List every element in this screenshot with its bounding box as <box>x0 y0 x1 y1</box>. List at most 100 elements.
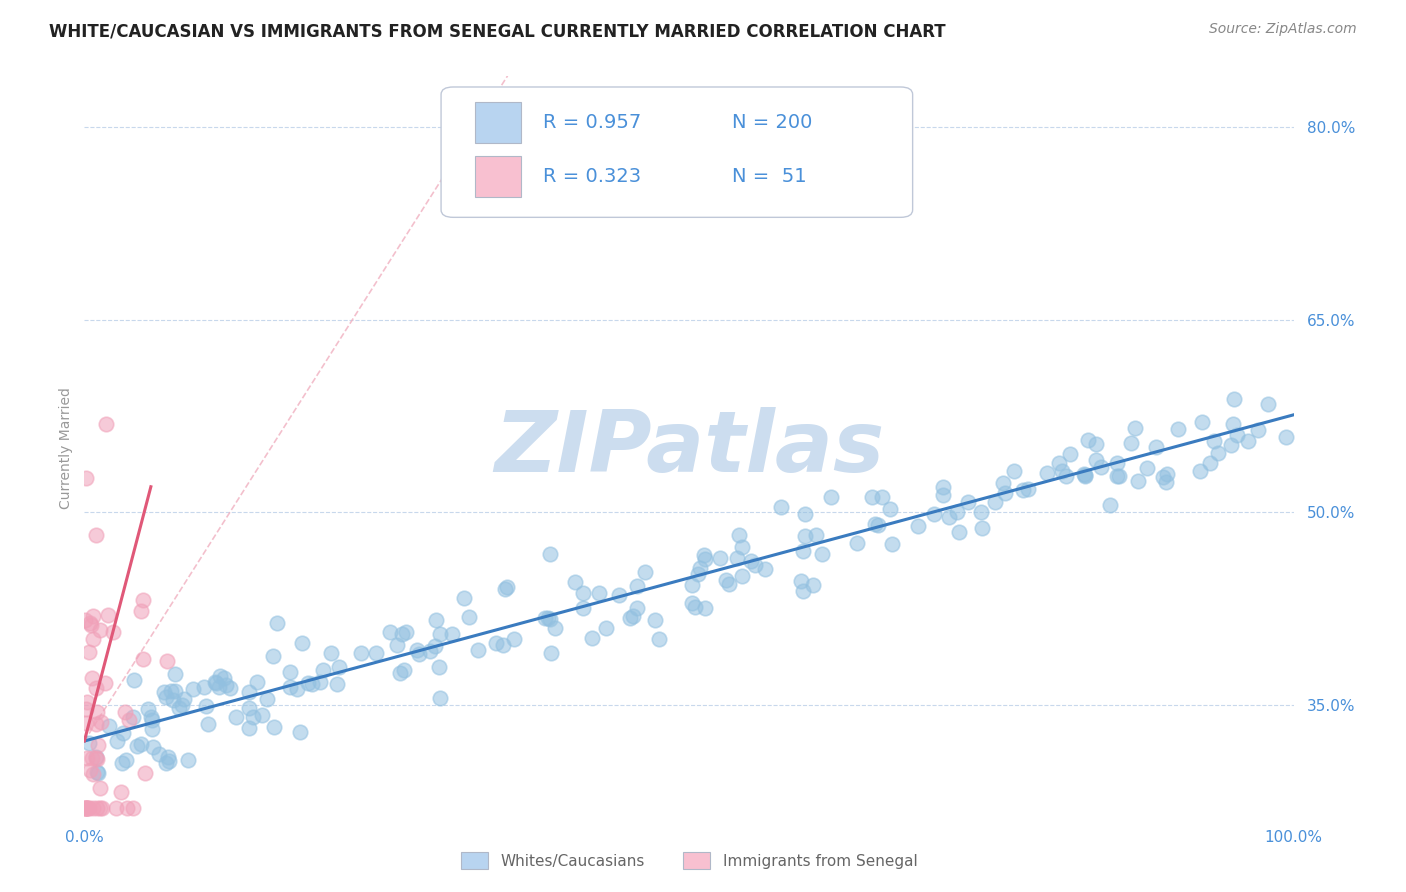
Point <box>266 615 288 630</box>
Point <box>256 692 278 706</box>
Point <box>73 801 96 815</box>
Point <box>1105 469 1128 483</box>
Point <box>82 801 104 815</box>
Point <box>160 684 183 698</box>
Point <box>491 638 513 652</box>
Point <box>84 681 107 696</box>
Point <box>114 705 136 719</box>
Point <box>153 684 176 698</box>
Text: ZIPatlas: ZIPatlas <box>494 407 884 490</box>
Point <box>1226 428 1249 442</box>
Text: N = 200: N = 200 <box>733 113 813 132</box>
Point <box>94 417 117 431</box>
Point <box>75 801 97 815</box>
Point <box>250 707 273 722</box>
Point <box>170 698 193 713</box>
Point <box>1126 474 1149 488</box>
Point <box>208 680 231 694</box>
FancyBboxPatch shape <box>475 103 520 144</box>
Point <box>1059 447 1081 461</box>
Point <box>1219 438 1241 452</box>
Point <box>429 627 451 641</box>
Point <box>79 763 101 777</box>
Point <box>845 535 868 549</box>
Point <box>564 574 586 589</box>
Point <box>197 717 219 731</box>
Point <box>89 623 111 637</box>
Point <box>110 756 132 770</box>
Point <box>242 710 264 724</box>
Point <box>1135 461 1157 475</box>
Point <box>97 607 120 622</box>
Point <box>115 753 138 767</box>
Point <box>1123 421 1146 435</box>
Point <box>1012 483 1035 497</box>
Point <box>681 578 703 592</box>
Point <box>485 636 508 650</box>
Point <box>156 750 179 764</box>
Point <box>82 767 104 781</box>
Point <box>132 652 155 666</box>
Point <box>82 632 104 646</box>
Point <box>155 756 177 770</box>
Point <box>1085 437 1108 451</box>
Point <box>534 611 557 625</box>
Point <box>1156 467 1178 482</box>
Point <box>626 601 648 615</box>
Point <box>77 645 100 659</box>
Point <box>321 646 343 660</box>
Point <box>84 716 107 731</box>
Point <box>238 700 260 714</box>
Point <box>503 632 526 647</box>
Point <box>142 740 165 755</box>
Point <box>1222 417 1244 431</box>
Point <box>112 725 135 739</box>
Point <box>946 505 969 519</box>
Point <box>626 579 648 593</box>
FancyBboxPatch shape <box>441 87 912 218</box>
Point <box>75 471 97 485</box>
Point <box>1002 464 1025 478</box>
Point <box>728 528 751 542</box>
Point <box>165 666 187 681</box>
Point <box>204 675 226 690</box>
Point <box>246 674 269 689</box>
Point <box>536 611 558 625</box>
Point <box>866 518 889 533</box>
Point <box>619 611 641 625</box>
Point <box>80 751 103 765</box>
Point <box>644 613 666 627</box>
Point <box>494 582 516 597</box>
Point <box>225 710 247 724</box>
Point <box>118 713 141 727</box>
Point <box>685 600 707 615</box>
Point <box>1275 430 1298 444</box>
Point <box>215 678 238 692</box>
Point <box>595 621 617 635</box>
Point <box>297 676 319 690</box>
Point <box>581 631 603 645</box>
Point <box>544 621 567 635</box>
Point <box>932 480 955 494</box>
Point <box>1054 469 1077 483</box>
Point <box>425 613 447 627</box>
Point <box>86 527 108 541</box>
Point <box>209 669 232 683</box>
Point <box>84 751 107 765</box>
Point <box>132 593 155 607</box>
Point <box>79 616 101 631</box>
Point <box>730 540 752 554</box>
Point <box>956 495 979 509</box>
Point <box>1257 397 1279 411</box>
Point <box>291 636 314 650</box>
Point <box>328 660 350 674</box>
Point <box>820 490 842 504</box>
Point <box>718 577 741 591</box>
Point <box>1152 470 1174 484</box>
FancyBboxPatch shape <box>475 156 520 197</box>
Point <box>770 500 793 515</box>
Point <box>86 738 108 752</box>
Point <box>1050 464 1073 478</box>
Point <box>110 785 132 799</box>
Point <box>76 801 98 815</box>
